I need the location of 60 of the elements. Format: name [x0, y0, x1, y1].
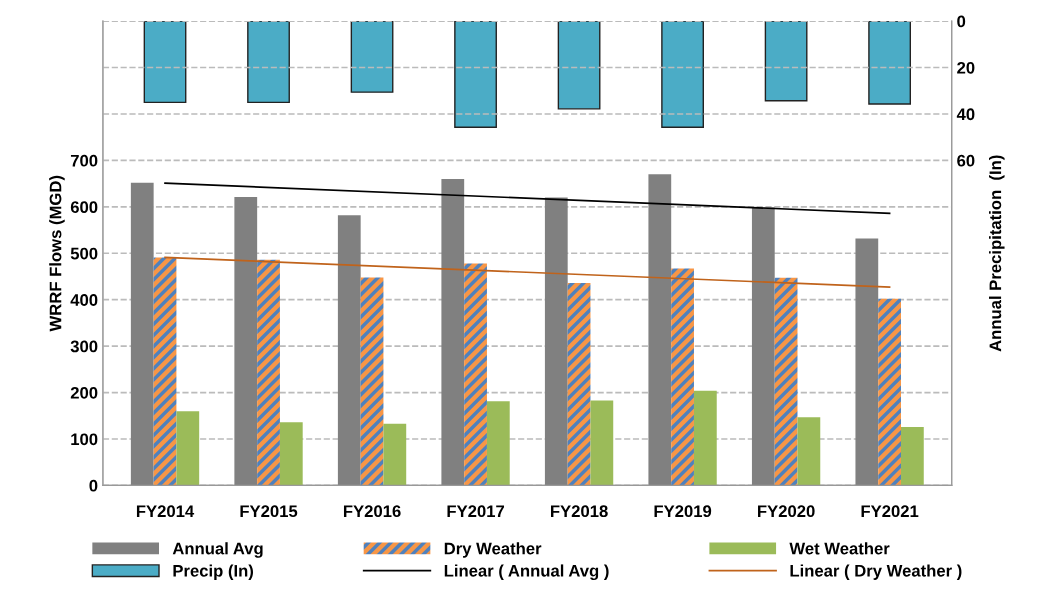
bar — [486, 401, 510, 486]
bar — [693, 390, 717, 486]
bar — [648, 174, 672, 486]
legend-label: Annual Avg — [172, 542, 263, 558]
bar — [454, 21, 497, 128]
y2-tick-label: 0 — [957, 15, 966, 28]
legend-label: Linear ( Annual Avg ) — [444, 564, 609, 581]
bar — [774, 277, 798, 486]
y-tick-label: 700 — [70, 154, 98, 167]
y-tick-label: 600 — [70, 201, 98, 214]
x-tick-label: FY2014 — [136, 505, 195, 518]
bar — [247, 21, 290, 104]
legend-label: Precip (In) — [173, 564, 254, 581]
bar — [383, 423, 407, 486]
bar — [130, 182, 154, 486]
bar — [234, 197, 258, 486]
y-axis-title: WRRF Flows (MGD) — [49, 175, 65, 332]
x-tick-label: FY2021 — [861, 505, 919, 518]
y2-tick-label: 60 — [957, 154, 975, 167]
bar — [350, 21, 394, 93]
bar — [360, 277, 384, 486]
bar — [751, 207, 775, 486]
x-tick-label: FY2015 — [240, 505, 298, 518]
x-tick-label: FY2020 — [758, 505, 815, 518]
y-tick-label: 0 — [89, 479, 98, 492]
y2-tick-label: 20 — [957, 61, 975, 74]
x-tick-label: FY2016 — [343, 505, 401, 518]
bar — [557, 21, 601, 110]
x-tick-label: FY2017 — [447, 505, 505, 518]
y-tick-label: 300 — [70, 340, 98, 353]
x-tick-label: FY2019 — [654, 505, 712, 518]
bar — [797, 417, 821, 486]
bar — [153, 257, 177, 486]
bar — [176, 411, 200, 486]
bar — [464, 263, 487, 486]
y-tick-label: 500 — [70, 247, 98, 260]
y2-axis-title: Annual Precipitation (In) — [989, 155, 1005, 352]
bar — [764, 21, 808, 102]
bar — [878, 298, 901, 486]
bar — [901, 426, 924, 486]
bar — [441, 178, 465, 486]
bar — [567, 282, 591, 486]
bar — [143, 21, 187, 104]
bar — [257, 259, 280, 486]
bar — [671, 268, 694, 486]
x-tick-label: FY2018 — [551, 505, 608, 518]
bar — [279, 422, 303, 486]
bar — [544, 197, 568, 486]
y-tick-label: 200 — [70, 386, 98, 399]
y2-tick-label: 40 — [956, 108, 975, 121]
y-tick-label: 100 — [71, 433, 98, 446]
bar — [855, 238, 879, 486]
bar — [661, 21, 704, 128]
legend-label: Wet Weather — [789, 542, 890, 555]
legend-label: Linear ( Dry Weather ) — [790, 564, 962, 580]
bar — [868, 21, 912, 105]
y-tick-label: 400 — [70, 294, 98, 306]
bar — [590, 400, 614, 486]
bar — [337, 215, 361, 486]
legend-label: Dry Weather — [444, 542, 542, 558]
